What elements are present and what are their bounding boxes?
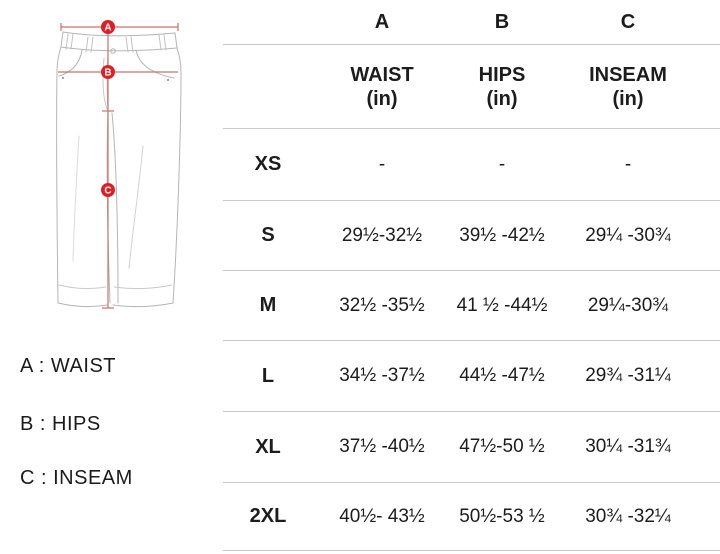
legend-inseam: C : INSEAM — [20, 467, 133, 489]
measurement-badges: A B C — [101, 20, 115, 197]
inseam-value: 29¼-30¾ — [587, 294, 669, 316]
column-header-name: WAIST — [350, 63, 414, 86]
pants-diagram: A B C — [56, 20, 182, 309]
column-letter-c: C — [620, 10, 636, 33]
table-row: 2XL 40½- 43½ 50½-53 ½ 30¾ -32¼ — [223, 483, 720, 551]
column-header-unit: (in) — [366, 87, 398, 110]
hips-marker-icon — [101, 65, 115, 79]
waist-value: 37½ -40½ — [339, 436, 425, 457]
column-header-unit: (in) — [486, 87, 518, 110]
inseam-value: 30¾ -32¼ — [585, 505, 671, 527]
waist-value: 40½- 43½ — [339, 505, 425, 527]
size-cell: S — [261, 224, 275, 246]
inseam-value: - — [624, 153, 632, 175]
waist-value: 34½ -37½ — [339, 365, 425, 386]
size-cell: L — [261, 364, 275, 387]
size-cell: M — [259, 294, 277, 316]
column-letter-b: B — [494, 10, 510, 33]
column-header-name: HIPS — [478, 63, 526, 86]
waist-marker-label: A — [104, 23, 111, 34]
column-letter-a: A — [374, 10, 390, 33]
inseam-marker-icon — [101, 183, 115, 197]
column-header-hips: HIPS (in) — [451, 63, 553, 111]
column-header-unit: (in) — [612, 87, 644, 110]
waist-value: - — [378, 153, 386, 175]
table-row: S 29½-32½ 39½ -42½ 29¼ -30¾ — [223, 201, 720, 271]
hips-value: - — [498, 153, 506, 175]
table-row: XL 37½ -40½ 47½-50 ½ 30¼ -31¾ — [223, 412, 720, 483]
legend-waist: A : WAIST — [20, 355, 116, 377]
hips-value: 50½-53 ½ — [459, 505, 545, 527]
hips-value: 41 ½ -44½ — [456, 294, 548, 316]
size-cell: XL — [255, 435, 281, 458]
hips-value: 44½ -47½ — [459, 365, 545, 386]
waist-value: 29½-32½ — [341, 224, 423, 246]
inseam-value: 29¼ -30¾ — [585, 224, 671, 246]
inseam-value: 30¼ -31¾ — [585, 436, 671, 457]
hips-value: 39½ -42½ — [459, 224, 545, 246]
table-row: L 34½ -37½ 44½ -47½ 29¾ -31¼ — [223, 341, 720, 412]
column-header-name: INSEAM — [589, 63, 667, 86]
hips-marker-label: B — [104, 68, 111, 79]
table-row: XS - - - — [223, 129, 720, 201]
column-header-row: WAIST (in) HIPS (in) INSEAM (in) — [223, 45, 720, 129]
size-cell: 2XL — [249, 505, 287, 527]
waist-value: 32½ -35½ — [339, 294, 425, 316]
column-header-inseam: INSEAM (in) — [553, 63, 703, 111]
size-table: A B C WAIST (in) HIPS (in) INSEAM (in) X… — [223, 0, 720, 554]
waist-marker-icon — [101, 20, 115, 34]
column-letter-row: A B C — [223, 0, 720, 45]
legend-hips: B : HIPS — [20, 413, 101, 435]
hips-value: 47½-50 ½ — [459, 436, 545, 457]
size-cell: XS — [254, 153, 282, 175]
table-row: M 32½ -35½ 41 ½ -44½ 29¼-30¾ — [223, 271, 720, 341]
pants-outline — [56, 31, 182, 308]
column-header-waist: WAIST (in) — [313, 63, 451, 111]
inseam-value: 29¾ -31¼ — [585, 365, 671, 386]
inseam-marker-label: C — [104, 186, 111, 197]
